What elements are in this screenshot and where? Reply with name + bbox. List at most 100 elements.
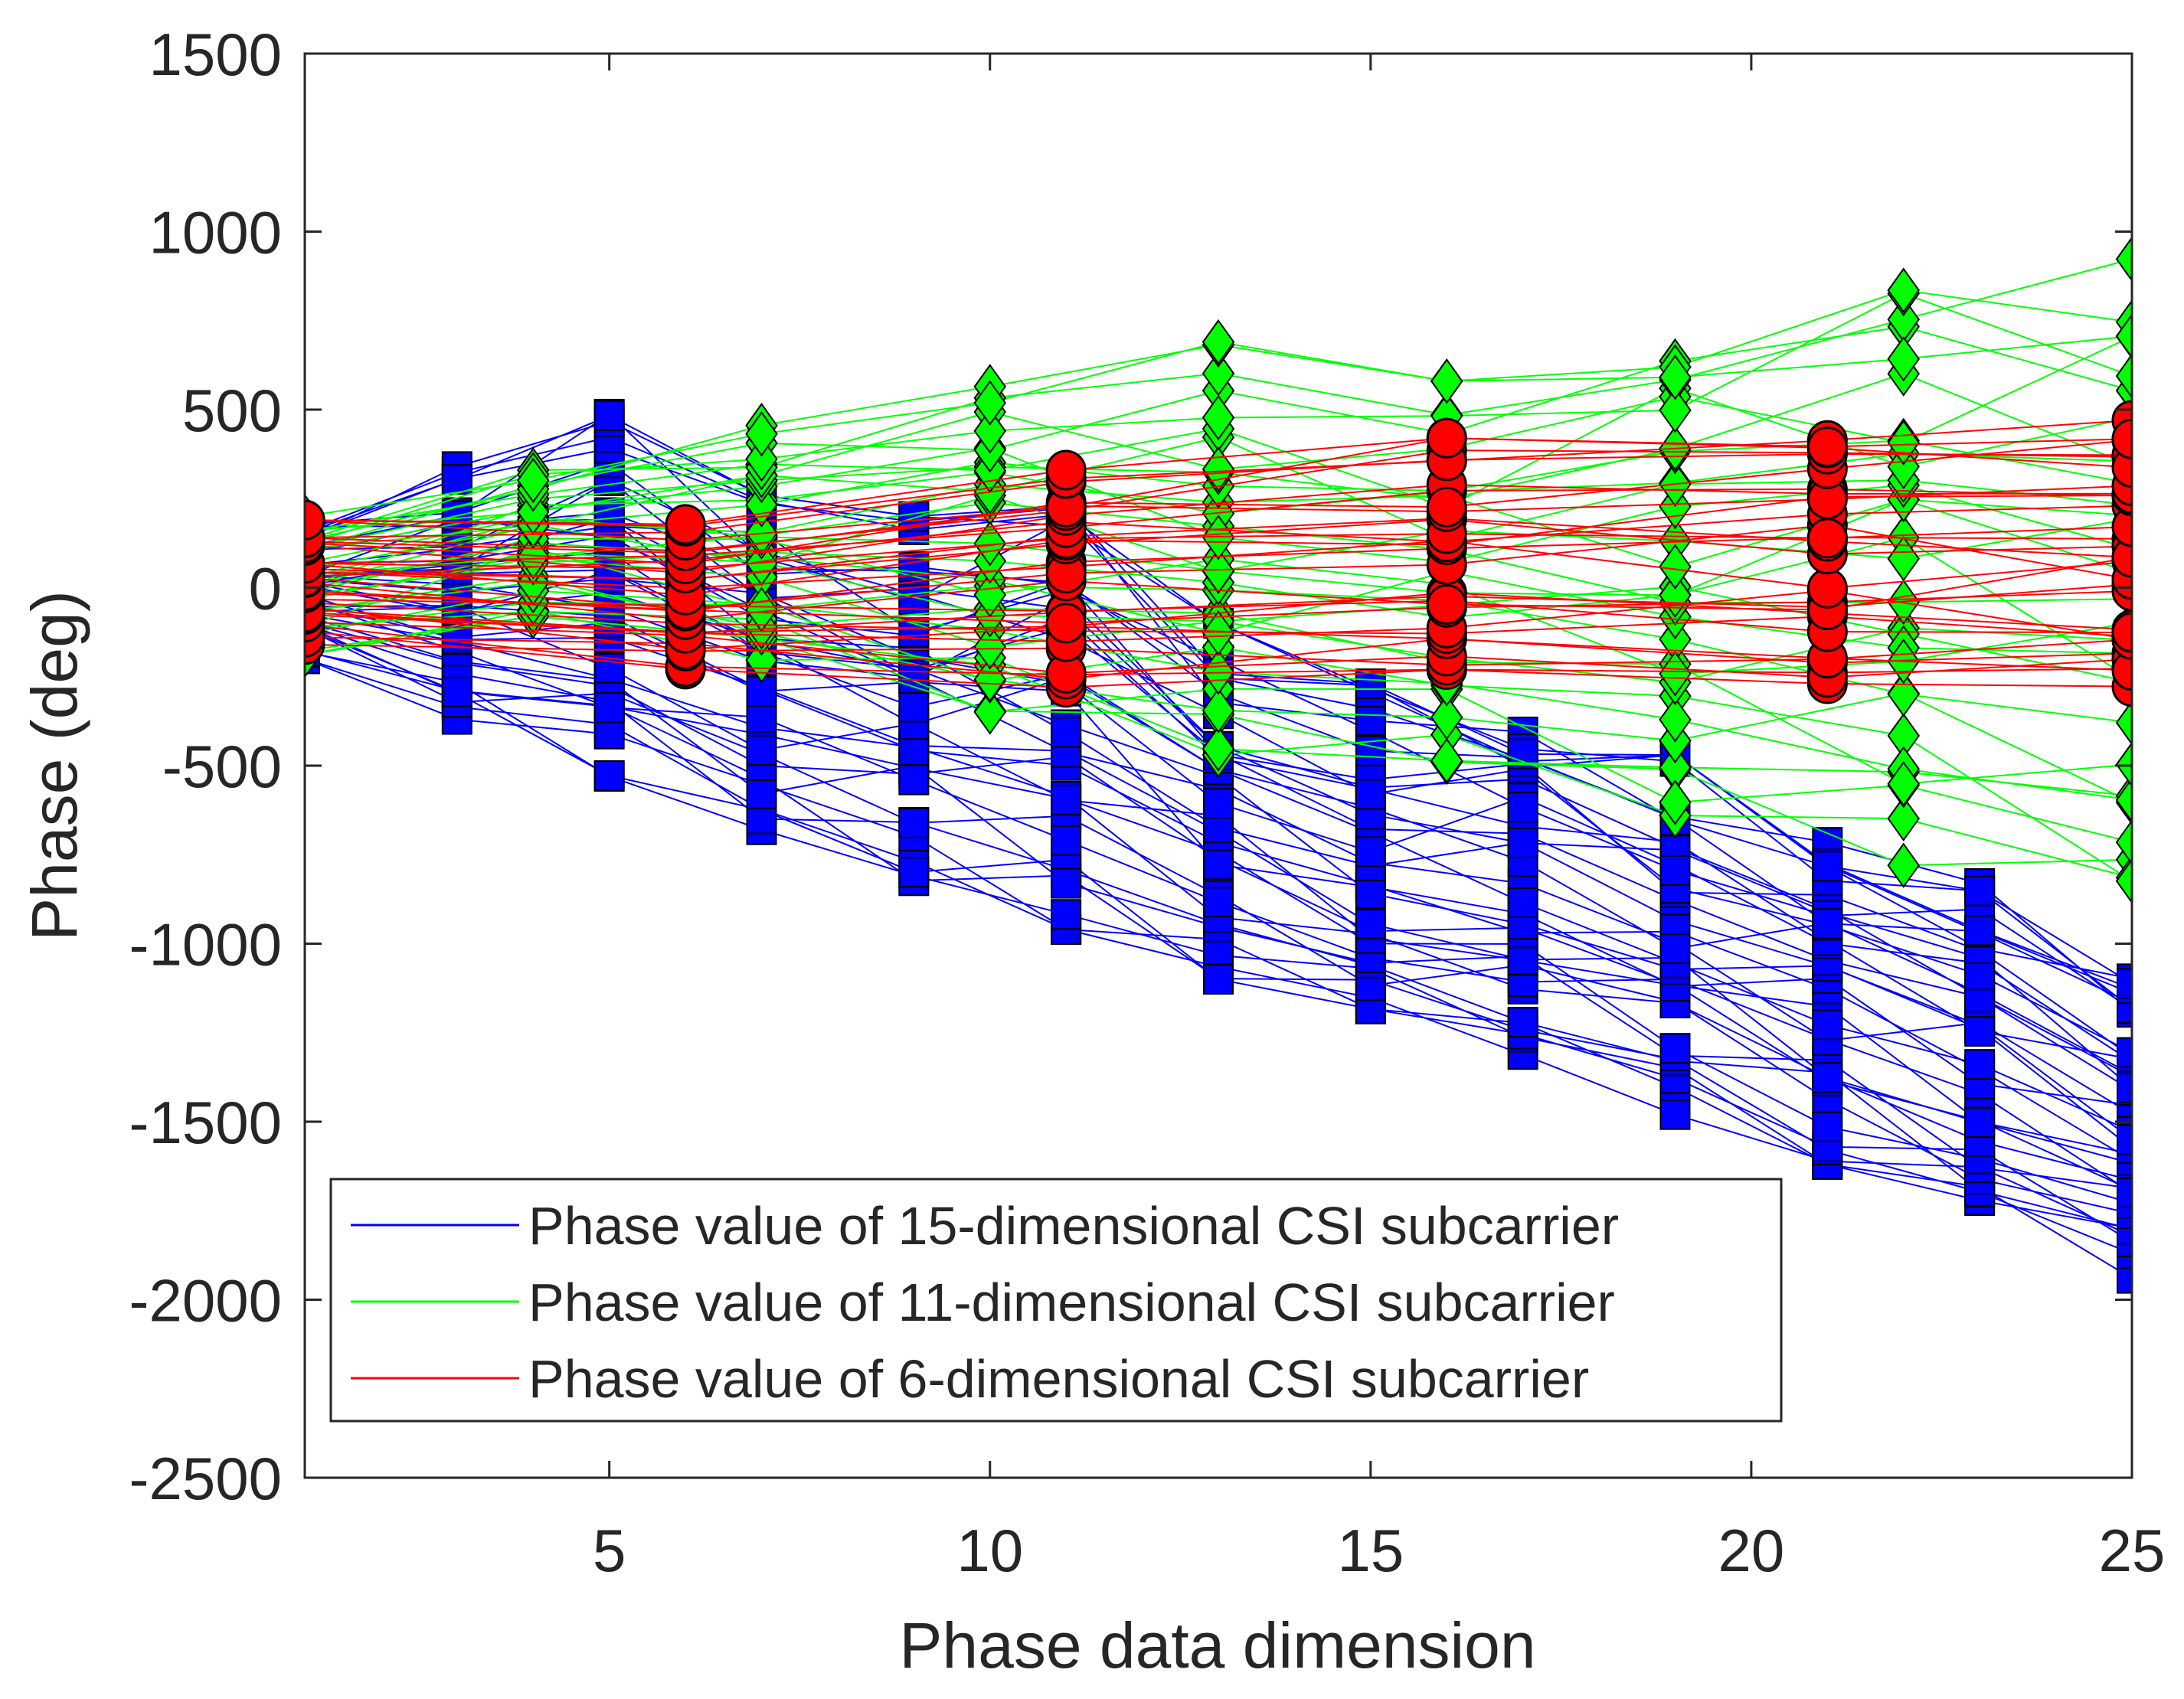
series-2-marker — [2115, 777, 2132, 823]
series-3-marker — [1045, 449, 1087, 491]
series-3-line — [305, 437, 2132, 525]
series-3-line — [305, 630, 2132, 688]
series-1-marker — [1659, 933, 1691, 964]
series-3-line — [305, 639, 2132, 666]
series-2-marker — [1202, 726, 1235, 772]
series-2-marker — [1659, 779, 1692, 825]
series-2-marker — [2115, 741, 2132, 788]
series-2-marker — [1887, 267, 1920, 313]
series-1-marker — [898, 857, 930, 888]
series-1-marker — [1659, 854, 1691, 886]
y-tick-label: -2500 — [129, 1445, 283, 1512]
ticks-layer: 5 10 15 20 25 1500 1000 500 0 -500 -1000 -1500 -2000… — [129, 21, 2166, 1584]
legend-box — [329, 1178, 1783, 1423]
series-3-line — [305, 517, 2132, 581]
series-2-marker — [973, 380, 1006, 426]
series-2-marker — [1430, 694, 1463, 740]
series-1-marker — [746, 734, 777, 766]
series-3-marker — [1426, 417, 1467, 459]
series-3-marker — [1806, 567, 1848, 609]
series-1-marker — [1812, 1009, 1843, 1041]
series-1-marker — [1964, 875, 1996, 907]
series-1-marker — [1051, 825, 1082, 856]
series-1-marker — [1051, 867, 1082, 899]
legend-entry-3: Phase value of 6-dimensional CSI subcarr… — [528, 1349, 1589, 1409]
series-1-marker — [1812, 908, 1843, 939]
y-tick-label: -1000 — [129, 911, 283, 979]
series-2-marker — [2115, 858, 2132, 904]
y-axis-label: Phase (deg) — [18, 590, 90, 941]
series-1-marker — [1507, 1007, 1538, 1038]
series-1-marker — [1659, 1099, 1691, 1130]
series-1-marker — [746, 701, 777, 733]
series-layer — [305, 236, 2132, 1294]
series-1-marker — [1964, 1015, 1996, 1047]
x-tick-label: 15 — [1337, 1517, 1404, 1584]
series-1-marker — [1355, 878, 1386, 910]
series-1-marker — [1812, 1111, 1843, 1142]
series-1-marker — [1507, 944, 1538, 975]
series-1-marker — [593, 692, 625, 724]
series-1-marker — [1355, 908, 1386, 939]
series-1-marker — [1355, 836, 1386, 867]
series-3-line — [305, 437, 2132, 541]
series-3-marker — [1806, 518, 1848, 559]
x-axis-label: Phase data dimension — [899, 1609, 1535, 1681]
series-3-marker — [2111, 506, 2132, 547]
series-2-marker — [745, 411, 778, 457]
series-1-marker — [1964, 915, 1996, 946]
series-1-marker — [746, 778, 777, 809]
series-2-marker — [2115, 236, 2132, 283]
series-2-marker — [1202, 394, 1235, 441]
series-1-marker — [1507, 792, 1538, 823]
series-1-marker — [2117, 1037, 2132, 1068]
series-2-marker — [1659, 697, 1692, 743]
series-2-marker — [973, 689, 1006, 735]
series-2-marker — [1887, 443, 1920, 490]
series-1-marker — [1812, 1062, 1843, 1093]
series-1-marker — [1964, 1106, 1996, 1138]
series-3-line — [305, 583, 2132, 635]
y-tick-label: 500 — [182, 377, 282, 444]
series-3-marker — [2111, 650, 2132, 691]
series-1-marker — [898, 764, 930, 796]
series-1-marker — [1507, 887, 1538, 918]
series-1-marker — [1964, 1049, 1996, 1080]
legend: Phase value of 15-dimensional CSI subcar… — [329, 1178, 1783, 1423]
series-1-marker — [441, 676, 472, 707]
series-2-marker — [1659, 387, 1692, 433]
series-3-line — [305, 592, 2132, 651]
series-3-line — [305, 419, 2132, 528]
series-1-marker — [1355, 779, 1386, 810]
x-tick-label: 25 — [2099, 1517, 2166, 1584]
series-3-marker — [665, 504, 706, 545]
series-2-marker — [1887, 760, 1920, 807]
x-tick-label: 20 — [1718, 1517, 1785, 1584]
series-1-marker — [746, 803, 777, 835]
series-3-marker — [1426, 486, 1467, 528]
series-3-line — [305, 540, 2132, 590]
series-1-marker — [1203, 964, 1234, 995]
series-3-line — [305, 505, 2132, 578]
series-3-line — [305, 439, 2132, 565]
series-2-marker — [1659, 355, 1692, 400]
series-2-marker — [517, 457, 550, 504]
series-3-marker — [2111, 537, 2132, 578]
series-3-marker — [305, 499, 325, 541]
series-2-marker — [2115, 700, 2132, 746]
series-1-marker — [898, 691, 930, 723]
series-1-marker — [2117, 968, 2132, 999]
series-2-marker — [1202, 351, 1235, 397]
series-2-marker — [1887, 671, 1920, 717]
series-3-line — [305, 484, 2132, 574]
series-3-marker — [2111, 418, 2132, 459]
series-1-marker — [2117, 1263, 2132, 1294]
series-3-line — [305, 621, 2132, 678]
series-1-marker — [1203, 887, 1234, 918]
series-2-marker — [1887, 336, 1920, 382]
series-1-marker — [1051, 899, 1082, 930]
series-1-marker — [1507, 828, 1538, 859]
series-1-marker — [593, 400, 625, 431]
